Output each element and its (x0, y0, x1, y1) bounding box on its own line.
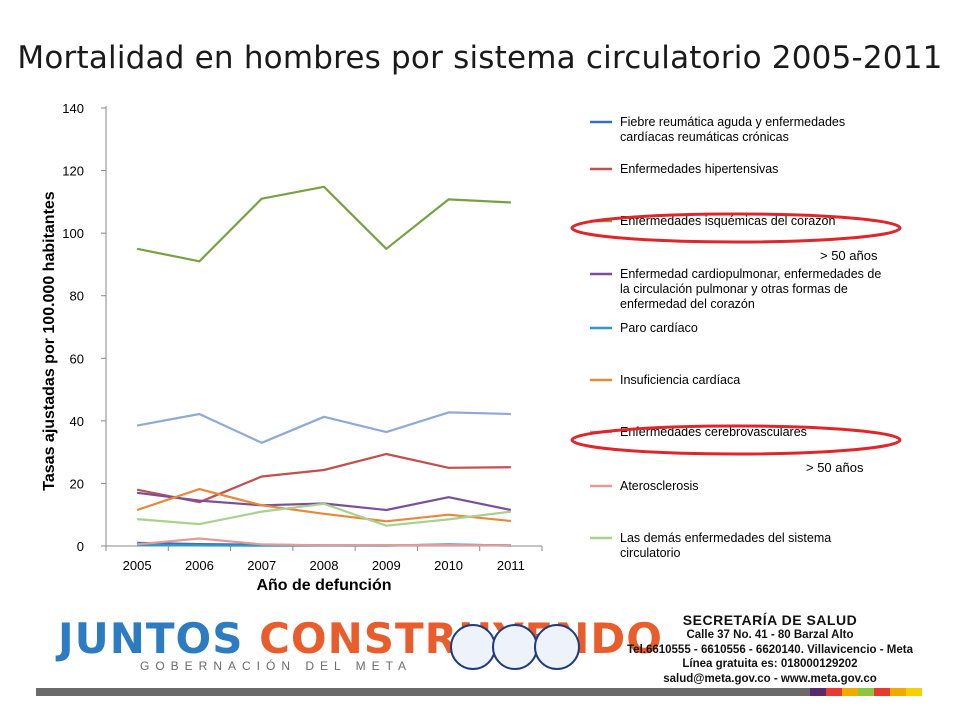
stripe-block (874, 688, 890, 696)
office-phone: Tel.6610555 - 6610556 - 6620140. Villavi… (627, 643, 913, 656)
stripe-block (890, 688, 906, 696)
office-title: SECRETARÍA DE SALUD (682, 612, 858, 628)
annotation-label: > 50 años (806, 460, 864, 475)
slide-title: Mortalidad en hombres por sistema circul… (17, 40, 943, 76)
stripe-block (810, 688, 826, 696)
y-axis-title: Tasas ajustadas por 100.000 habitantes (41, 191, 58, 491)
series-line (136, 537, 511, 547)
y-tick-label: 0 (77, 539, 84, 554)
legend-label: Aterosclerosis (620, 479, 699, 493)
legend-label: Las demás enfermedades del sistema circul… (620, 531, 831, 560)
legend-label: Insuficiencia cardíaca (620, 373, 740, 387)
footer-bar (36, 688, 810, 696)
y-tick-label: 60 (70, 351, 84, 366)
iqnet-icon (534, 624, 580, 670)
contact-block: SECRETARÍA DE SALUD Calle 37 No. 41 - 80… (600, 612, 940, 686)
stripe-block (906, 688, 922, 696)
seal-icon (450, 624, 496, 670)
brand-word-1: JUNTOS (58, 614, 244, 663)
series-line (136, 452, 511, 504)
series-line (136, 411, 511, 444)
chart: 0 20 40 60 80 100 120 140 2005 2006 2007 2008 2009 20… (41, 101, 902, 594)
series-line (136, 185, 511, 263)
series-line (137, 502, 512, 527)
office-contact: salud@meta.gov.co - www.meta.gov.co (663, 672, 877, 685)
office-hotline: Línea gratuita es: 018000129202 (682, 658, 858, 670)
highlight-ellipse (570, 424, 902, 456)
x-tick-label: 2006 (185, 558, 214, 573)
stripe-block (842, 688, 858, 696)
legend-label: Enfermedades hipertensivas (620, 162, 778, 176)
stripe-block (826, 688, 842, 696)
footer-color-stripe (810, 688, 922, 696)
chart-series (136, 185, 512, 547)
chart-axes: 0 20 40 60 80 100 120 140 2005 2006 2007 2008 2009 20… (41, 101, 543, 594)
y-tick-label: 80 (70, 289, 84, 304)
x-tick-label: 2008 (310, 558, 339, 573)
x-tick-label: 2009 (372, 558, 401, 573)
brand-subtitle: GOBERNACIÓN DEL META (140, 659, 413, 673)
x-tick-label: 2011 (497, 558, 525, 573)
y-tick-label: 100 (62, 226, 84, 241)
office-address: Calle 37 No. 41 - 80 Barzal Alto (686, 629, 854, 641)
y-tick-label: 140 (62, 101, 84, 116)
certification-icon (492, 624, 538, 670)
x-tick-label: 2010 (434, 558, 463, 573)
series-line (136, 488, 512, 523)
x-axis-title: Año de defunción (256, 577, 391, 594)
y-tick-label: 120 (62, 164, 84, 179)
x-tick-label: 2007 (247, 558, 276, 573)
legend-label: Enfermedad cardiopulmonar, enfermedades … (620, 267, 881, 311)
highlight-ellipse (570, 212, 902, 244)
y-tick-label: 20 (70, 476, 84, 491)
legend-label: Paro cardíaco (620, 321, 698, 335)
x-tick-label: 2005 (123, 558, 152, 573)
chart-annotations: > 50 años > 50 años (570, 212, 902, 475)
annotation-label: > 50 años (820, 248, 878, 263)
legend-label: Fiebre reumática aguda y enfermedades car… (620, 115, 845, 144)
y-tick-label: 40 (70, 414, 84, 429)
chart-legend: Fiebre reumática aguda y enfermedades car… (590, 115, 881, 560)
stripe-block (858, 688, 874, 696)
legend-label: Enfermedades isquémicas del corazón (620, 214, 835, 228)
